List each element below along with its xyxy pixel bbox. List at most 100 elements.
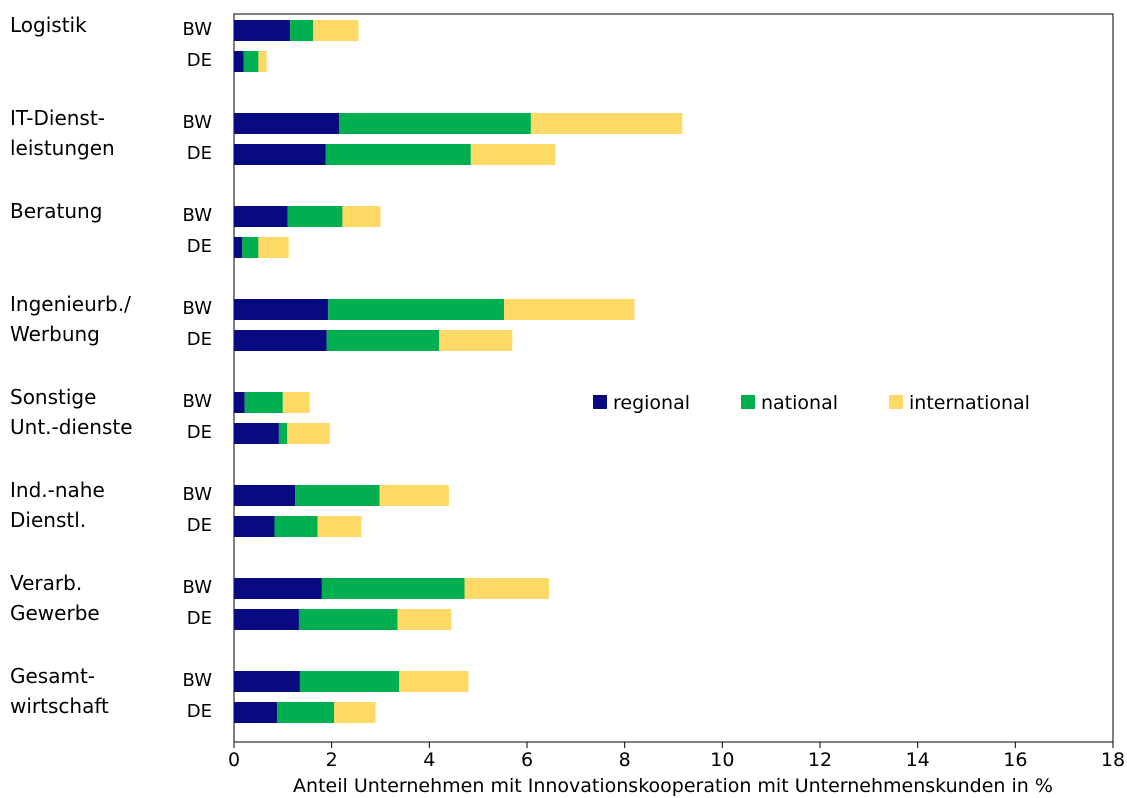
bar-segment-international-3-bw [504,299,635,320]
category-label-line: Gesamt- [10,664,96,688]
category-label-line: leistungen [10,136,115,160]
category-label: Beratung [10,196,102,226]
category-label-line: Dienstl. [10,508,87,532]
bar-segment-international-5-bw [379,485,449,506]
bar-segment-regional-3-bw [234,299,329,320]
category-label-line: Sonstige [10,385,97,409]
category-label-line: Verarb. [10,571,83,595]
row-label-bw: BW [182,577,212,598]
category-label: Verarb. Gewerbe [10,568,100,628]
row-label-de: DE [186,701,212,722]
bar-segment-national-5-de [274,516,318,537]
category-label-line: Gewerbe [10,601,100,625]
legend-label-regional: regional [613,392,690,414]
category-label-line: Beratung [10,199,103,223]
bar-segment-regional-0-bw [234,20,291,41]
bar-segment-regional-1-de [234,144,326,165]
bar-segment-national-2-de [242,237,259,258]
legend-swatch-national [741,395,755,409]
bar-segment-regional-2-bw [234,206,288,227]
bar-segment-international-7-bw [399,671,469,692]
bar-segment-regional-6-de [234,609,299,630]
bar-segment-international-4-bw [282,392,310,413]
x-tick-label: 14 [906,749,930,771]
x-tick-label: 2 [326,749,338,771]
bar-segment-international-4-de [287,423,330,444]
legend-swatch-regional [593,395,607,409]
category-label-line: Werbung [10,322,100,346]
bar-segment-national-2-bw [287,206,343,227]
bar-segment-international-0-bw [313,20,359,41]
row-label-bw: BW [182,19,212,40]
bars-layer [234,20,683,723]
bar-segment-international-6-de [397,609,452,630]
bar-segment-regional-7-bw [234,671,300,692]
x-tick-label: 6 [521,749,533,771]
row-label-de: DE [186,236,212,257]
row-label-bw: BW [182,670,212,691]
legend-swatch-international [889,395,903,409]
bar-segment-national-4-bw [244,392,283,413]
category-label: Gesamt-wirtschaft [10,661,109,721]
category-label: Ingenieurb./ Werbung [10,289,131,349]
plot-area-frame [233,13,1114,743]
x-tick-label: 18 [1101,749,1125,771]
row-label-bw: BW [182,298,212,319]
bar-segment-regional-5-de [234,516,275,537]
bar-segment-national-3-de [326,330,440,351]
bar-segment-international-7-de [334,702,376,723]
category-label-line: Logistik [10,13,87,37]
x-tick-label: 4 [423,749,435,771]
bar-segment-international-6-bw [464,578,549,599]
bar-segment-international-0-de [258,51,267,72]
bar-segment-national-5-bw [295,485,380,506]
legend-label-national: national [761,392,838,414]
bar-segment-regional-4-bw [234,392,245,413]
category-label-line: IT-Dienst- [10,106,105,130]
row-label-de: DE [186,608,212,629]
bar-segment-national-1-de [325,144,471,165]
bar-segment-international-2-de [258,237,289,258]
legend-label-international: international [909,392,1030,414]
bar-segment-international-2-bw [342,206,381,227]
x-axis: 0 2 4 6 8 10 12 14 16 18 [228,742,1125,771]
bar-segment-regional-1-bw [234,113,339,134]
row-label-de: DE [186,50,212,71]
row-label-de: DE [186,143,212,164]
bar-segment-national-6-de [298,609,398,630]
bar-segment-national-1-bw [338,113,531,134]
category-label-line: wirtschaft [10,694,109,718]
bar-segment-regional-2-de [234,237,243,258]
bar-segment-international-1-bw [530,113,683,134]
x-tick-label: 0 [228,749,240,771]
row-label-bw: BW [182,205,212,226]
category-label-line: Ind.-nahe [10,478,105,502]
row-label-bw: BW [182,391,212,412]
row-label-bw: BW [182,484,212,505]
x-tick-label: 16 [1003,749,1027,771]
category-label-line: Unt.-dienste [10,415,133,439]
row-label-de: DE [186,329,212,350]
row-label-bw: BW [182,112,212,133]
legend: regional national international [593,392,1030,414]
bar-segment-regional-0-de [234,51,244,72]
x-tick-label: 12 [808,749,832,771]
bar-segment-regional-5-bw [234,485,296,506]
x-axis-label: Anteil Unternehmen mit Innovationskooper… [293,775,1053,797]
category-label: Ind.-nahe Dienstl. [10,475,105,535]
bar-segment-national-0-bw [290,20,314,41]
x-tick-label: 8 [619,749,631,771]
bar-segment-international-1-de [470,144,556,165]
bar-segment-national-6-bw [321,578,465,599]
bar-segment-national-7-bw [299,671,400,692]
category-label: Sonstige Unt.-dienste [10,382,133,442]
bar-segment-international-5-de [317,516,362,537]
category-label: IT-Dienst-leistungen [10,103,115,163]
row-label-de: DE [186,515,212,536]
bar-segment-regional-3-de [234,330,327,351]
bar-segment-regional-4-de [234,423,279,444]
bar-segment-national-3-bw [328,299,505,320]
bar-segment-national-4-de [278,423,288,444]
bar-segment-regional-6-bw [234,578,322,599]
